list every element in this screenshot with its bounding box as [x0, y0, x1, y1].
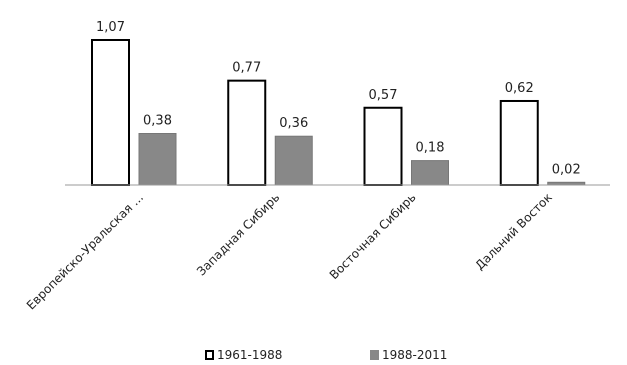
legend-swatch-series-1 — [205, 350, 214, 360]
value-label-series-1-cat-3: 0,57 — [369, 88, 398, 103]
bar-series-1-cat-2 — [227, 79, 267, 186]
category-label-4: Дальний Восток — [473, 190, 555, 272]
bars-group — [91, 39, 586, 186]
value-label-series-2-cat-4: 0,02 — [552, 162, 581, 177]
value-label-series-2-cat-3: 0,18 — [416, 141, 445, 156]
category-label-3: Восточная Сибирь — [327, 190, 419, 282]
value-label-series-2-cat-2: 0,36 — [279, 116, 308, 131]
category-label-2: Западная Сибирь — [194, 190, 282, 278]
value-labels-group: 1,07 0,38 0,77 0,36 0,57 0,18 0,62 0,02 — [96, 20, 581, 177]
legend-item-series-1: 1961-1988 — [205, 348, 282, 362]
bar-series-1-cat-4 — [499, 99, 539, 186]
bar-series-2-cat-2 — [274, 135, 313, 186]
bar-series-2-cat-3 — [411, 160, 449, 186]
value-label-series-1-cat-1: 1,07 — [96, 20, 125, 35]
bar-series-1-cat-3 — [363, 106, 403, 186]
category-labels-group: Европейско-Уральская ... Западная Сибирь В… — [24, 190, 555, 312]
legend-swatch-series-2 — [370, 350, 379, 360]
legend-label-series-2: 1988-2011 — [382, 348, 448, 362]
legend-label-series-1: 1961-1988 — [217, 348, 283, 362]
category-label-1: Европейско-Уральская ... — [24, 190, 146, 312]
value-label-series-1-cat-2: 0,77 — [232, 61, 261, 76]
legend-item-series-2: 1988-2011 — [370, 348, 447, 362]
value-label-series-2-cat-1: 0,38 — [143, 114, 172, 129]
legend: 1961-1988 1988-2011 — [0, 348, 627, 364]
bar-series-1-cat-1 — [91, 39, 130, 186]
value-label-series-1-cat-4: 0,62 — [505, 81, 534, 96]
bar-series-2-cat-1 — [138, 133, 177, 186]
